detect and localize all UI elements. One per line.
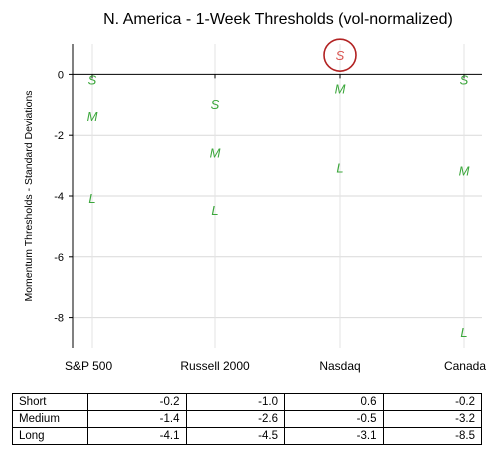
data-point-l: L (336, 161, 343, 176)
row-label: Long (12, 427, 88, 445)
highlight-circle (323, 38, 357, 72)
data-point-m: M (335, 82, 346, 97)
chart-title: N. America - 1-Week Thresholds (vol-norm… (103, 11, 453, 28)
y-tick-label: -4 (54, 191, 64, 203)
x-category-labels: S&P 500 Russell 2000 Nasdaq Canada (65, 359, 486, 373)
threshold-chart: N. America - 1-Week Thresholds (vol-norm… (23, 11, 486, 373)
y-tick-labels: 0 -2 -4 -6 -8 (54, 69, 64, 324)
table-cell: -3.1 (284, 427, 384, 445)
table-cell: -1.0 (185, 393, 285, 411)
table-cell: -1.4 (87, 410, 187, 428)
y-tick-label: -2 (54, 130, 64, 142)
data-point-l: L (211, 203, 218, 218)
y-tick-label: 0 (58, 69, 64, 81)
table-cell: -4.1 (87, 427, 187, 445)
table-row: Long -4.1 -4.5 -3.1 -8.5 (12, 427, 482, 445)
row-label: Short (12, 393, 88, 411)
table-row: Short -0.2 -1.0 0.6 -0.2 (12, 393, 482, 411)
table-cell: -0.2 (87, 393, 187, 411)
data-point-l: L (460, 325, 467, 340)
category-label: Canada (444, 359, 486, 373)
category-label: Nasdaq (319, 359, 360, 373)
table-cell: -4.5 (185, 427, 285, 445)
y-axis-title: Momentum Thresholds - Standard Deviation… (23, 90, 35, 301)
category-label: S&P 500 (65, 359, 112, 373)
table-cell: -3.2 (382, 410, 482, 428)
data-point-s: S (460, 72, 469, 87)
y-tick-label: -6 (54, 252, 64, 264)
data-point-s: S (336, 48, 345, 63)
grid-lines (73, 44, 482, 348)
data-points: S S S S M M M M L L L L (87, 38, 470, 340)
data-point-m: M (210, 145, 221, 160)
threshold-table: Short -0.2 -1.0 0.6 -0.2 Medium -1.4 -2.6 -0.5 -3… (12, 393, 482, 445)
data-point-l: L (88, 191, 95, 206)
data-point-m: M (459, 164, 470, 179)
table-cell: -0.2 (382, 393, 482, 411)
axes (69, 44, 482, 348)
table-row: Medium -1.4 -2.6 -0.5 -3.2 (12, 410, 482, 428)
y-tick-label: -8 (54, 313, 64, 325)
table-cell: -0.5 (284, 410, 384, 428)
table-cell: -8.5 (382, 427, 482, 445)
data-point-s: S (211, 97, 220, 112)
data-point-s: S (88, 72, 97, 87)
data-point-m: M (87, 109, 98, 124)
row-label: Medium (12, 410, 88, 428)
table-cell: -2.6 (185, 410, 285, 428)
category-label: Russell 2000 (180, 359, 250, 373)
table-cell: 0.6 (284, 393, 384, 411)
